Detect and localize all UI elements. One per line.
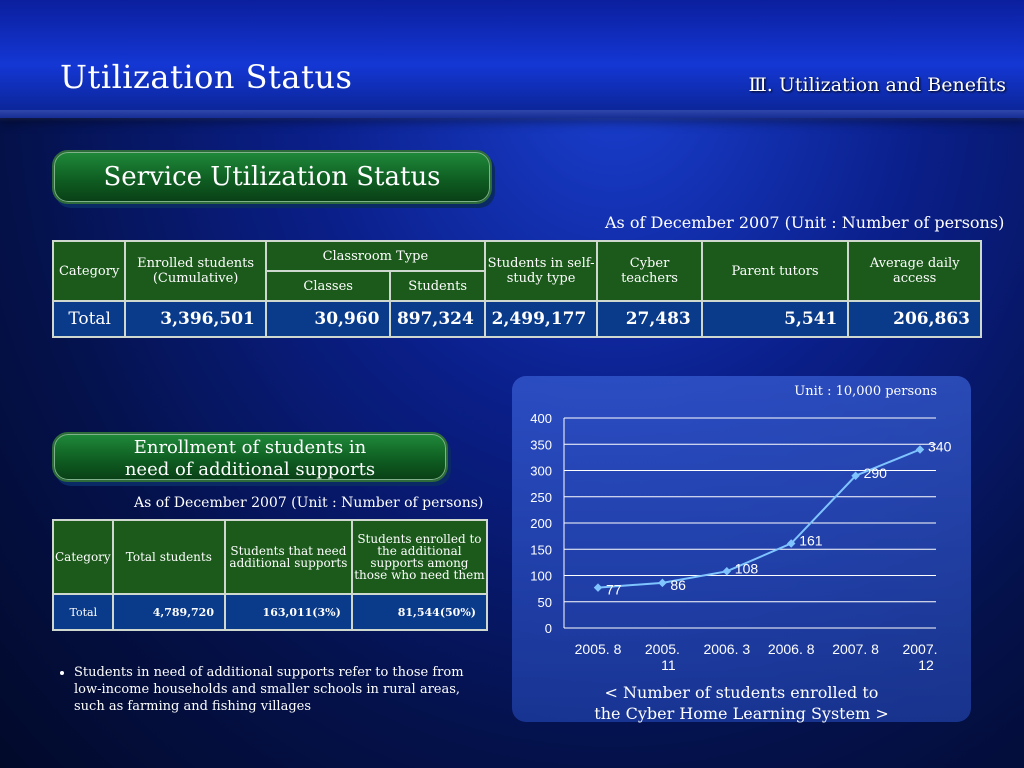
cell-total: 4,789,720: [111, 593, 227, 631]
support-note: Students in need of additional supports …: [56, 664, 486, 715]
chart-caption-line2: the Cyber Home Learning System >: [594, 704, 889, 723]
col-daily: Average daily access: [847, 240, 982, 302]
col-category: Category: [51, 240, 127, 302]
section-label: Ⅲ. Utilization and Benefits: [748, 74, 1006, 96]
data-point: [722, 567, 732, 576]
data-label: 86: [670, 577, 686, 593]
row-label: Total: [51, 300, 127, 338]
data-label: 161: [799, 532, 823, 548]
series-line: [597, 448, 921, 589]
enrollment-line-chart: 0 50 100 150 200 250 300 350 400 2005. 8 2005. 11 20…: [530, 411, 952, 673]
support-table: Category Total students Students that ne…: [52, 519, 489, 631]
col-students: Students: [389, 270, 486, 302]
y-tick-label: 200: [530, 516, 552, 531]
y-tick-label: 50: [538, 595, 552, 610]
service-table: Category Enrolled students (Cumulative) …: [51, 240, 982, 338]
x-tick-label: 2007. 8: [832, 641, 879, 657]
col-classroom: Classroom Type: [264, 240, 486, 272]
cell-selfstudy: 2,499,177: [483, 300, 599, 338]
cell-students: 897,324: [389, 300, 486, 338]
data-point: [786, 539, 796, 548]
col-total: Total students: [111, 519, 227, 595]
data-label: 340: [928, 439, 952, 455]
page-title: Utilization Status: [60, 58, 353, 96]
data-label: 77: [606, 582, 622, 598]
y-tick-label: 0: [545, 621, 552, 636]
chart-caption-line1: < Number of students enrolled to: [604, 683, 879, 702]
data-label: 290: [864, 465, 888, 481]
support-heading-line2: need of additional supports: [124, 459, 376, 480]
col-cyber: Cyber teachers: [596, 240, 703, 302]
service-heading: Service Utilization Status: [52, 150, 492, 204]
y-tick-label: 400: [530, 411, 552, 426]
y-tick-label: 150: [530, 542, 552, 557]
cell-enrolled: 3,396,501: [124, 300, 267, 338]
data-point: [658, 578, 667, 588]
y-tick-label: 100: [530, 569, 552, 584]
cell-parent: 5,541: [700, 300, 850, 338]
cell-cyber: 27,483: [596, 300, 703, 338]
cell-classes: 30,960: [264, 300, 392, 338]
col-need: Students that need additional supports: [224, 519, 353, 595]
service-asof: As of December 2007 (Unit : Number of pe…: [605, 213, 1005, 232]
data-point: [851, 471, 860, 480]
cell-enrolled-support: 81,544(50%): [350, 593, 489, 631]
col-parent: Parent tutors: [700, 240, 850, 302]
chart-unit-label: Unit : 10,000 persons: [794, 384, 937, 399]
chart-panel: Unit : 10,000 persons 0 50 100 150 200 250 300…: [512, 376, 971, 724]
chart-caption: < Number of students enrolled to the Cyb…: [512, 682, 971, 724]
cell-daily: 206,863: [847, 300, 982, 338]
col-classes: Classes: [264, 270, 392, 302]
x-tick-label: 2005. 11: [645, 641, 680, 673]
y-tick-label: 350: [530, 437, 552, 452]
table-row: Total 3,396,501 30,960 897,324 2,499,177…: [51, 300, 982, 338]
data-point: [915, 445, 925, 454]
y-tick-label: 250: [530, 490, 552, 505]
col-enrolled: Enrolled students (Cumulative): [124, 240, 267, 302]
support-asof: As of December 2007 (Unit : Number of pe…: [134, 495, 484, 511]
x-tick-label: 2006. 8: [768, 641, 815, 657]
data-label: 108: [735, 560, 759, 576]
header-band: [0, 0, 1024, 122]
x-tick-label: 2006. 3: [703, 641, 750, 657]
col-enrolled-support: Students enrolled to the additional supp…: [350, 519, 489, 595]
x-tick-label: 2005. 8: [575, 641, 622, 657]
col-selfstudy: Students in self-study type: [483, 240, 599, 302]
support-heading: Enrollment of students in need of additi…: [52, 432, 448, 482]
x-tick-label: 2007. 12: [902, 641, 937, 673]
col-category: Category: [52, 519, 114, 595]
cell-need: 163,011(3%): [224, 593, 353, 631]
table-row: Total 4,789,720 163,011(3%) 81,544(50%): [52, 593, 489, 631]
row-label: Total: [52, 593, 114, 631]
support-heading-line1: Enrollment of students in: [133, 437, 367, 458]
y-tick-label: 300: [530, 464, 552, 479]
data-point: [593, 583, 603, 592]
note-item: Students in need of additional supports …: [74, 664, 486, 715]
